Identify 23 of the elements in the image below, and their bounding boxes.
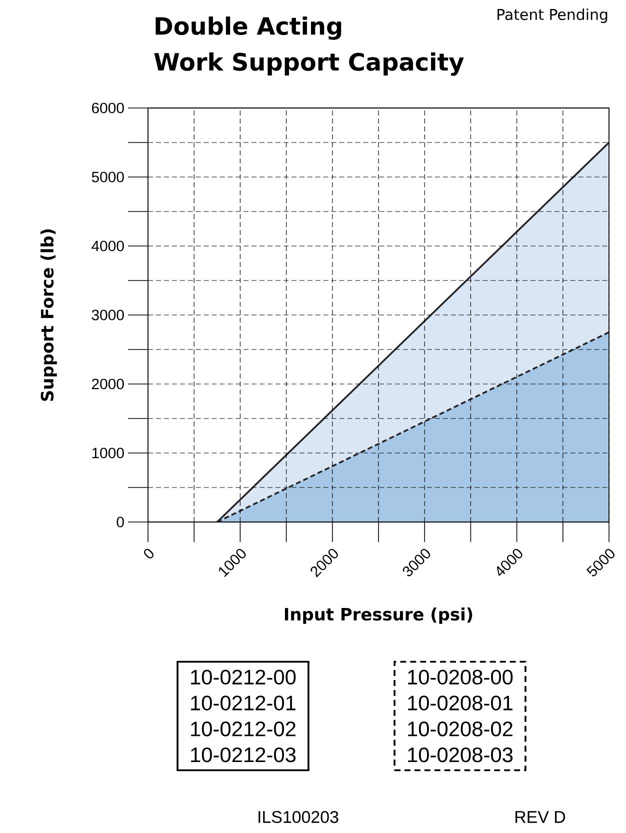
y-tick-label: 3000 (92, 310, 124, 320)
chart-title: Double Acting (156, 16, 342, 40)
y-tick-label: 0 (116, 516, 124, 528)
text: 10-0208-01 (408, 696, 512, 710)
text: REV D (516, 811, 566, 823)
y-tick-label: 4000 (92, 240, 124, 252)
y-axis-title: Support Force (lb) (40, 229, 57, 401)
y-tick-label: 5000 (92, 172, 124, 182)
text: 10-0212-03 (191, 747, 296, 762)
x-tick-label: 0 (144, 548, 154, 558)
text: Patent Pending (498, 8, 608, 23)
text: 10-0212-01 (191, 696, 296, 710)
text: ILS100203 (258, 810, 338, 823)
text: 10-0208-03 (408, 747, 513, 762)
text: 10-0212-00 (191, 670, 296, 685)
x-axis-title: Input Pressure (psi) (284, 608, 472, 624)
chart-subtitle: Work Support Capacity (154, 52, 464, 76)
y-tick-label: 1000 (92, 448, 124, 458)
y-tick-label: 2000 (92, 378, 124, 390)
text: 10-0208-02 (408, 722, 512, 736)
text: 10-0208-00 (408, 670, 513, 685)
y-tick-label: 6000 (92, 102, 124, 114)
text: 10-0212-02 (191, 722, 296, 736)
